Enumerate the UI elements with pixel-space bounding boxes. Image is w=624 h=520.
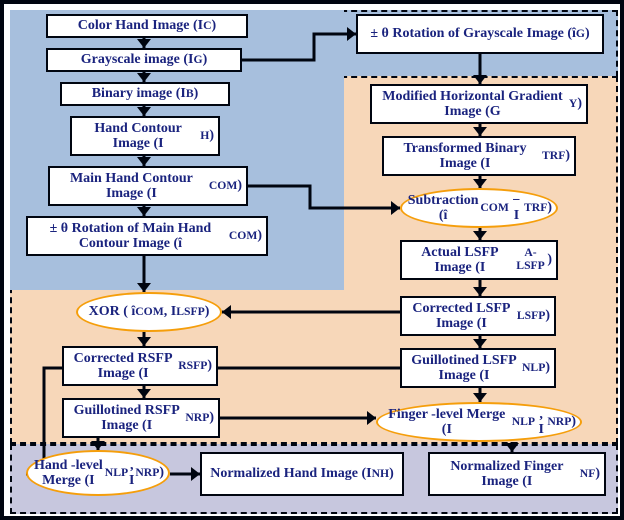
node-corr_lsfp: Corrected LSFP Image (ILSFP) (400, 296, 556, 336)
node-xor: XOR ( îCOM , ILSFP ) (76, 292, 222, 332)
node-guil_lsfp: Guillotined LSFP Image (INLP) (400, 348, 556, 388)
node-corr_rsfp: Corrected RSFP Image (IRSFP) (62, 346, 218, 386)
node-norm_hand: Normalized Hand Image (INH) (200, 452, 404, 496)
node-color_hand: Color Hand Image (IC) (46, 14, 248, 38)
node-subtraction: Subtraction (îCOM − ITRF) (400, 188, 558, 228)
node-guil_rsfp: Guillotined RSFP Image (INRP) (62, 398, 220, 438)
node-rot_gray: ± θ Rotation of Grayscale Image (îG) (356, 14, 604, 54)
node-mod_grad: Modified Horizontal Gradient Image (GY) (370, 84, 588, 124)
node-grayscale: Grayscale image (IG) (46, 48, 242, 72)
node-actual_lsfp: Actual LSFP Image (IA-LSFP) (400, 240, 558, 280)
node-main_contour: Main Hand Contour Image (ICOM) (48, 166, 248, 206)
node-hand_contour: Hand Contour Image (IH) (70, 116, 220, 156)
node-finger_merge: Finger -level Merge (INLP, INRP) (376, 402, 582, 442)
node-trf_binary: Transformed Binary Image (ITRF) (382, 136, 576, 176)
node-rot_contour: ± θ Rotation of Main Hand Contour Image … (26, 216, 268, 256)
node-hand_merge: Hand -level Merge (INLP, INRP) (26, 450, 170, 496)
node-norm_finger: Normalized Finger Image (INF) (428, 452, 606, 496)
node-binary: Binary image (IB) (60, 82, 230, 106)
